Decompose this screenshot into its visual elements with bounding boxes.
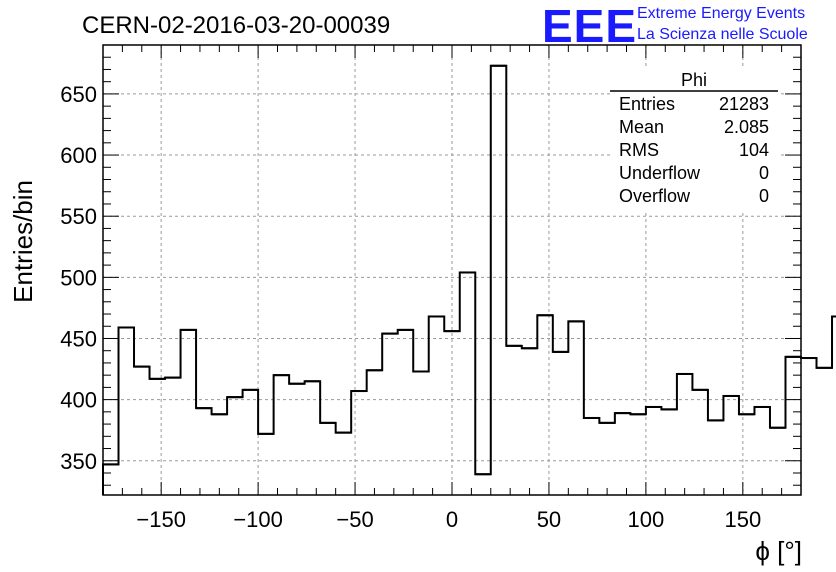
x-tick-label: −50 xyxy=(336,507,373,532)
y-tick-label: 550 xyxy=(60,204,97,229)
y-tick-label: 350 xyxy=(60,449,97,474)
y-tick-label: 600 xyxy=(60,143,97,168)
y-tick-labels: 350 400 450 500 550 600 650 xyxy=(60,82,97,474)
stats-box: Phi Entries 21283 Mean 2.085 RMS 104 Und… xyxy=(610,67,778,211)
run-title: CERN-02-2016-03-20-00039 xyxy=(82,12,390,39)
eee-logo-line1: Extreme Energy Events xyxy=(637,5,805,22)
stat-label-overflow: Overflow xyxy=(619,186,691,206)
stat-label-underflow: Underflow xyxy=(619,163,701,183)
x-axis-title: ϕ [°] xyxy=(755,536,802,566)
stat-label-mean: Mean xyxy=(619,117,664,137)
y-tick-label: 650 xyxy=(60,82,97,107)
eee-logo: EEE xyxy=(542,0,637,52)
eee-logo-line2: La Scienza nelle Scuole xyxy=(637,26,808,43)
stat-value-overflow: 0 xyxy=(759,186,769,206)
stat-label-rms: RMS xyxy=(619,140,659,160)
x-tick-labels: −150 −100 −50 0 50 100 150 xyxy=(136,507,761,532)
axis-ticks xyxy=(102,44,802,495)
stats-box-title: Phi xyxy=(681,70,707,90)
x-tick-label: 0 xyxy=(446,507,458,532)
stat-value-underflow: 0 xyxy=(759,163,769,183)
x-tick-label: −150 xyxy=(136,507,186,532)
x-tick-label: 50 xyxy=(537,507,561,532)
x-tick-label: −100 xyxy=(233,507,283,532)
histogram-bins xyxy=(103,64,836,476)
y-axis-title: Entries/bin xyxy=(8,180,38,303)
histogram-step-line xyxy=(102,64,836,495)
stat-label-entries: Entries xyxy=(619,94,675,114)
y-tick-label: 400 xyxy=(60,388,97,413)
y-tick-label: 500 xyxy=(60,265,97,290)
y-tick-label: 450 xyxy=(60,326,97,351)
stat-value-rms: 104 xyxy=(739,140,769,160)
stat-value-mean: 2.085 xyxy=(724,117,769,137)
stat-value-entries: 21283 xyxy=(719,94,769,114)
x-tick-label: 100 xyxy=(628,507,665,532)
x-tick-label: 150 xyxy=(724,507,761,532)
